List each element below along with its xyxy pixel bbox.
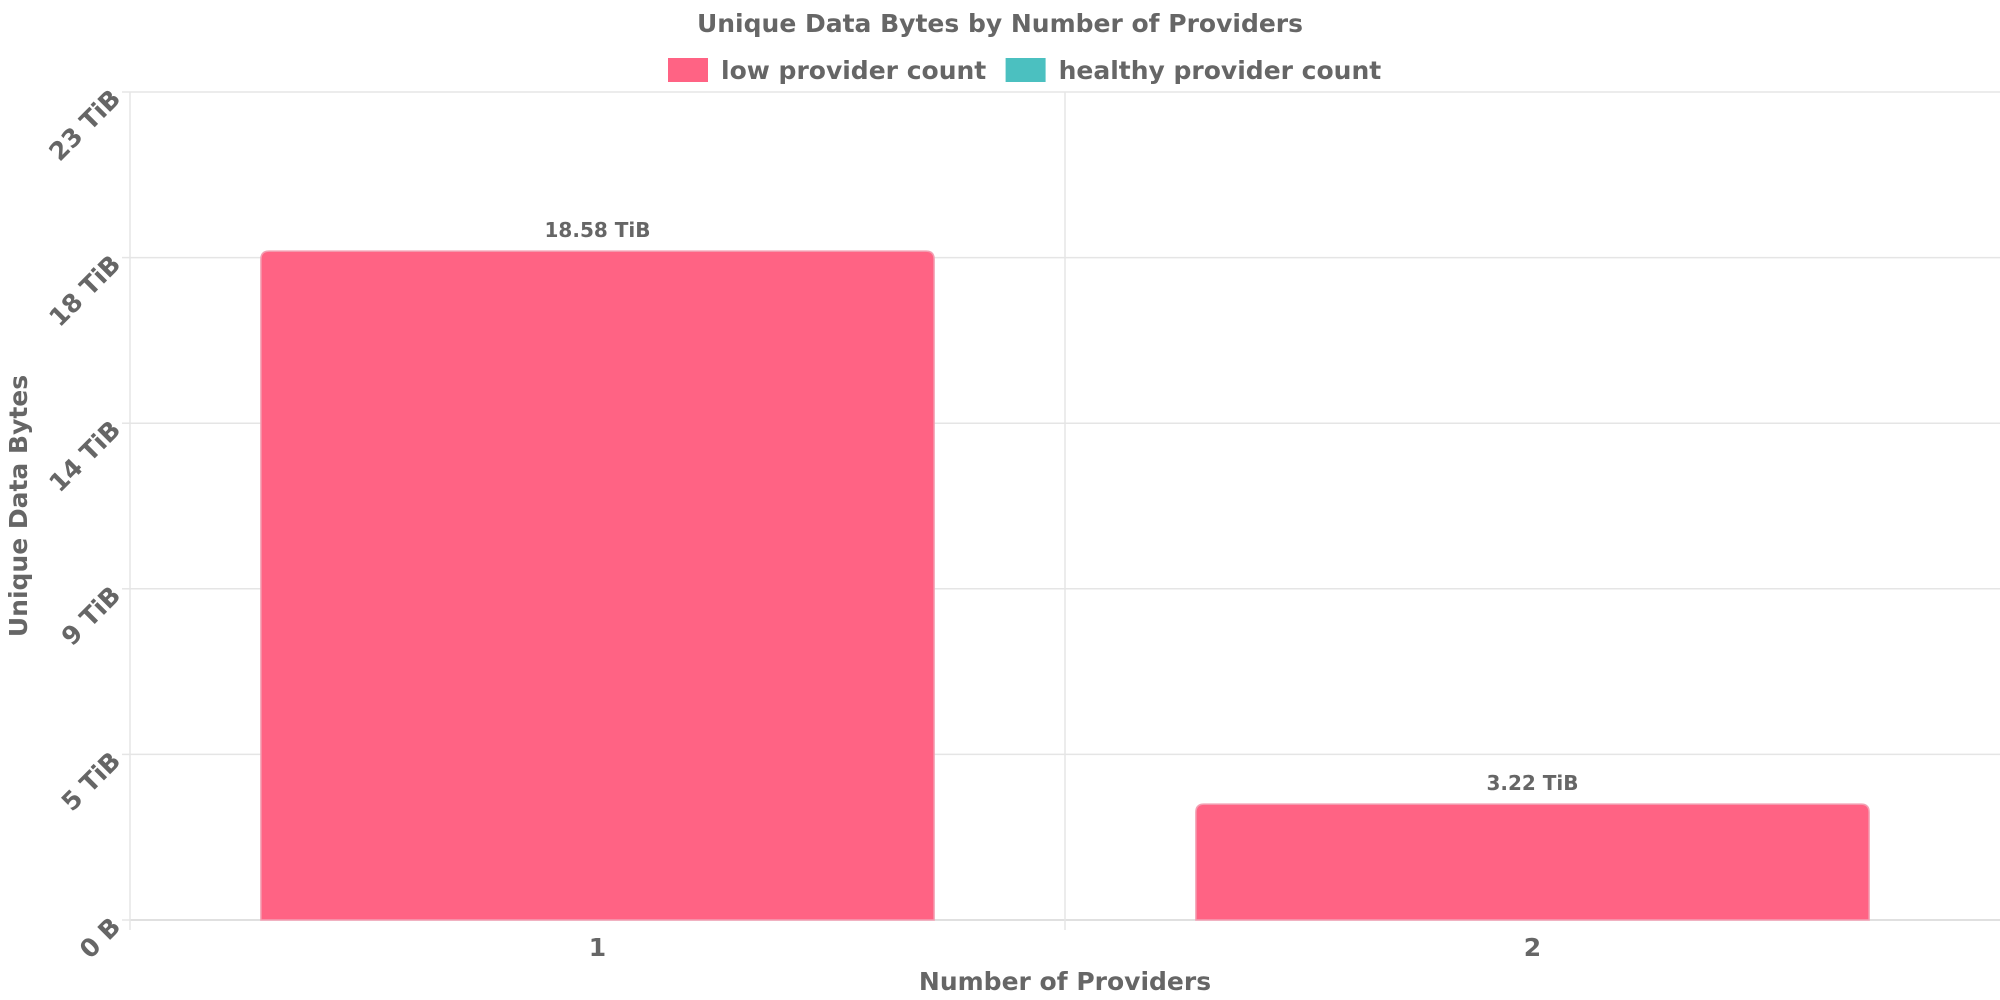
- legend-label: healthy provider count: [1059, 56, 1382, 85]
- y-axis-ticks: 0 B 5 TiB 9 TiB 14 TiB 18 TiB 23 TiB: [43, 84, 126, 964]
- legend-item-1[interactable]: low provider count: [668, 56, 986, 85]
- y-tick-label: 14 TiB: [43, 415, 126, 498]
- chart-title: Unique Data Bytes by Number of Providers: [697, 9, 1303, 38]
- bar[interactable]: [1195, 803, 1870, 921]
- legend-swatch: [1005, 58, 1046, 82]
- x-axis-title: Number of Providers: [919, 967, 1211, 996]
- legend-swatch: [668, 58, 708, 82]
- x-tick-label: 1: [589, 933, 606, 962]
- bar[interactable]: [260, 250, 935, 921]
- y-tick-label: 18 TiB: [43, 249, 126, 332]
- bars: 18.58 TiB 3.22 TiB: [260, 218, 1870, 921]
- legend-label: low provider count: [721, 56, 986, 85]
- y-tick-label: 9 TiB: [56, 581, 127, 652]
- x-tick-label: 2: [1524, 933, 1541, 962]
- y-tick-label: 5 TiB: [56, 746, 127, 817]
- legend: low provider count healthy provider count: [668, 56, 1381, 85]
- bar-value-label: 3.22 TiB: [1486, 771, 1578, 795]
- y-tick-label: 0 B: [74, 912, 126, 964]
- y-axis-title: Unique Data Bytes: [4, 375, 33, 637]
- y-tick-label: 23 TiB: [43, 84, 126, 167]
- legend-item-2[interactable]: healthy provider count: [1005, 56, 1382, 85]
- bar-value-label: 18.58 TiB: [545, 218, 651, 242]
